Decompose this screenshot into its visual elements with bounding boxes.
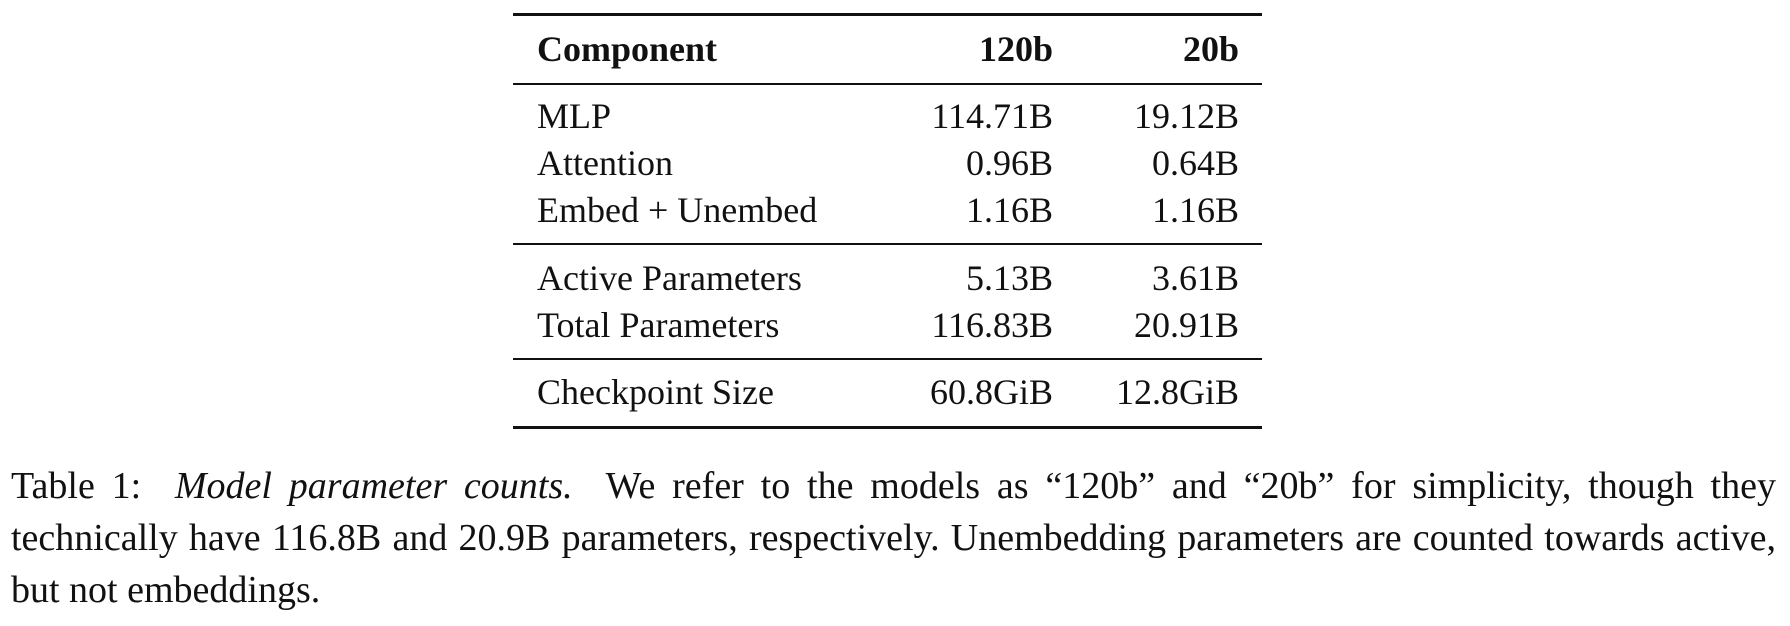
table-cell: 60.8GiB	[929, 372, 1053, 412]
table-cell: 1.16B	[1151, 190, 1239, 230]
table-cell: 114.71B	[931, 96, 1053, 136]
mid-rule	[513, 358, 1262, 360]
caption: Table 1: Model parameter counts. We refe…	[11, 460, 1776, 616]
table-cell: 1.16B	[965, 190, 1053, 230]
caption-label: Table 1:	[11, 465, 142, 507]
bottom-rule	[513, 426, 1262, 429]
header-cell: Component	[537, 29, 718, 69]
table-cell: Active Parameters	[537, 258, 802, 298]
table-cell: 0.96B	[965, 143, 1053, 183]
header-cell: 20b	[1182, 29, 1239, 69]
table-cell: Checkpoint Size	[537, 372, 774, 412]
table-cell: Embed + Unembed	[537, 190, 818, 230]
caption-title: Model parameter counts.	[174, 465, 573, 507]
mid-rule	[513, 243, 1262, 245]
table-cell: 3.61B	[1151, 258, 1239, 298]
table-cell: 20.91B	[1133, 305, 1239, 345]
header-cell: 120b	[978, 29, 1053, 69]
table-cell: 19.12B	[1133, 96, 1239, 136]
table-cell: MLP	[537, 96, 612, 136]
top-rule	[513, 13, 1262, 16]
table-cell: 116.83B	[931, 305, 1053, 345]
table-cell: Attention	[537, 143, 673, 183]
table-cell: Total Parameters	[537, 305, 780, 345]
caption-text: We refer to the models as “120b” and “20…	[11, 465, 1776, 611]
table-cell: 12.8GiB	[1115, 372, 1239, 412]
table-cell: 0.64B	[1151, 143, 1239, 183]
mid-rule	[513, 83, 1262, 85]
table-cell: 5.13B	[965, 258, 1053, 298]
